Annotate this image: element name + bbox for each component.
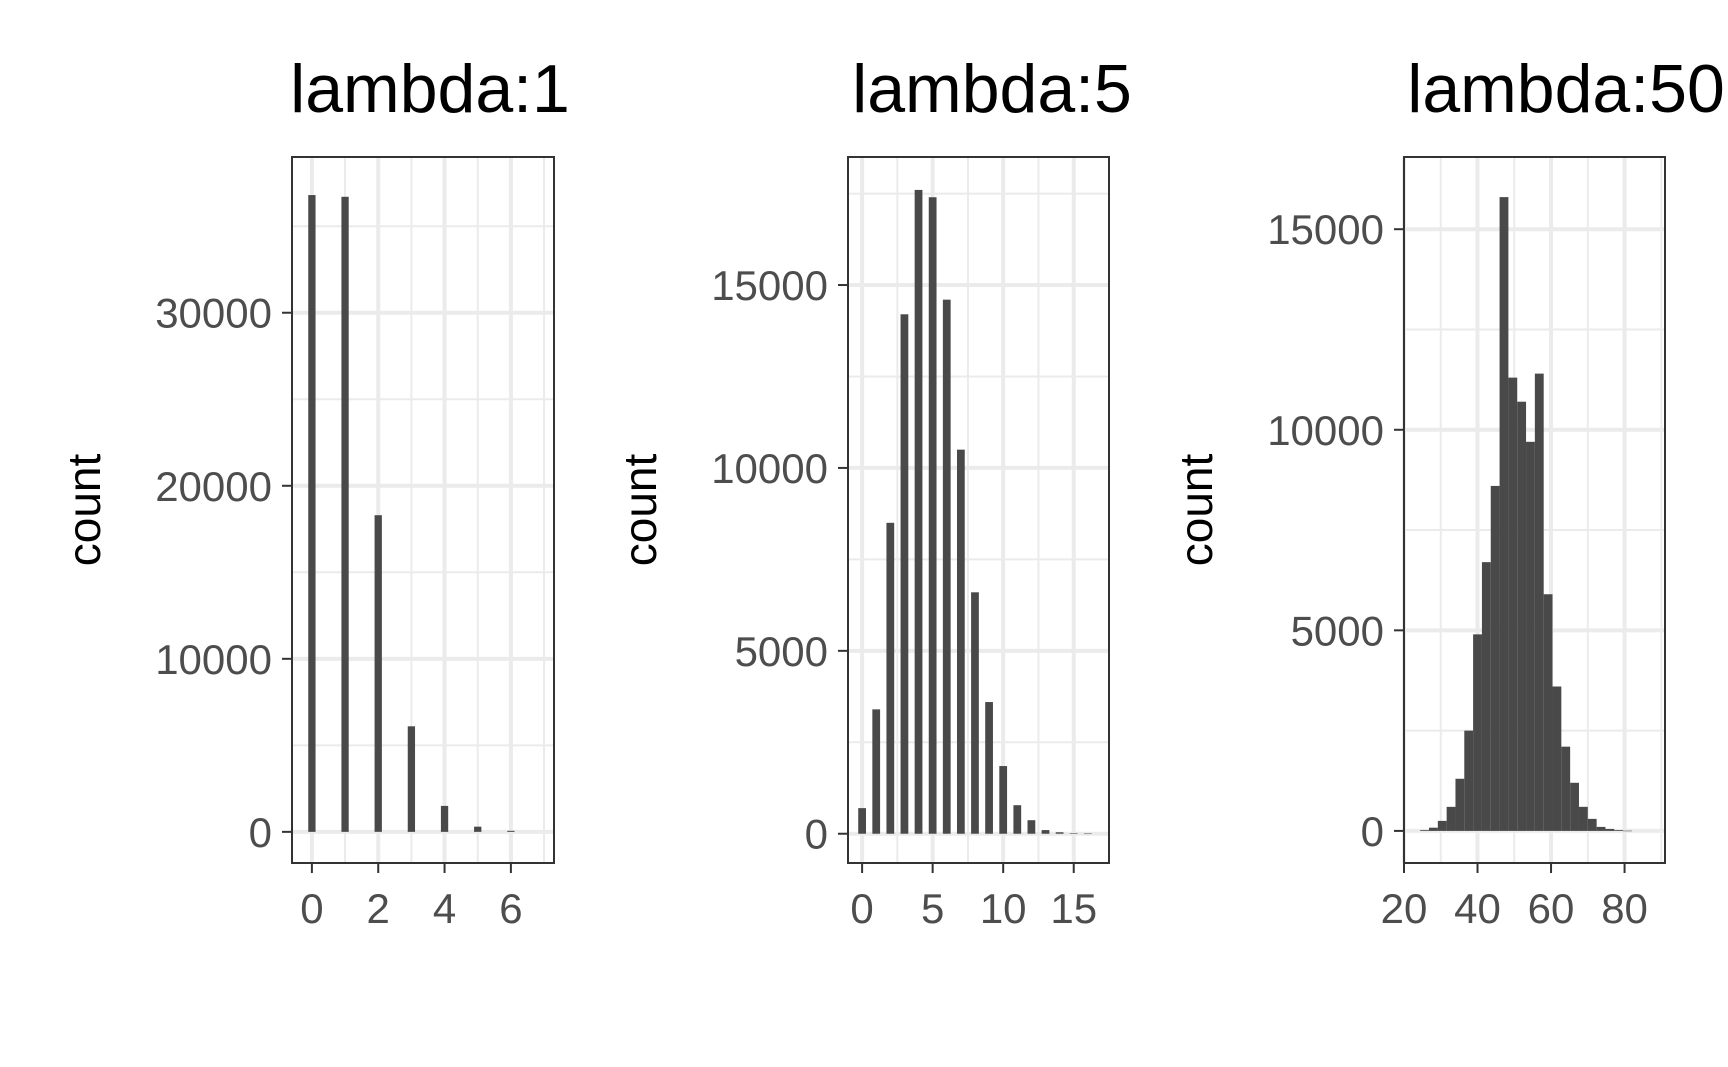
panel-3-x-tick-label: 80 (1601, 885, 1648, 932)
panel-3-bar (1517, 401, 1527, 831)
panel-1-x-tick-label: 6 (499, 885, 522, 932)
panel-2-bar (1027, 820, 1036, 834)
panel-1-bar (440, 805, 449, 832)
panel-1-bar (507, 830, 515, 832)
panel-3-bar (1552, 686, 1562, 831)
panel-3-bar (1428, 827, 1438, 831)
panel-2-y-axis-title: count (614, 454, 666, 567)
panel-2-bar (1041, 830, 1050, 834)
panel-2-bar (1069, 833, 1078, 834)
panel-3-x-tick-label: 60 (1528, 885, 1575, 932)
panel-3-y-axis-title: count (1170, 454, 1222, 567)
panel-3-bar (1420, 830, 1429, 831)
panel-1-x-tick-label: 0 (300, 885, 323, 932)
panel-3-y-tick-label: 15000 (1267, 206, 1384, 253)
panel-1-title: lambda:1 (290, 51, 570, 127)
panel-3-bar (1508, 377, 1518, 831)
panel-3-y-tick-label: 10000 (1267, 407, 1384, 454)
panel-1-bar (407, 726, 416, 832)
panel-1-x-tick-label: 4 (433, 885, 456, 932)
panel-3-x-tick-label: 20 (1381, 885, 1428, 932)
panel-3-bar (1570, 782, 1579, 831)
panel-2-y-tick-label: 15000 (711, 262, 828, 309)
panel-2-bar (858, 808, 866, 834)
panel-3-bar (1587, 818, 1597, 831)
panel-1-y-tick-label: 10000 (155, 636, 272, 683)
panel-2-bar (942, 299, 951, 834)
panel-2-bar (928, 197, 937, 834)
panel-2-y-tick-label: 5000 (735, 628, 828, 675)
panel-3-bar (1605, 828, 1615, 831)
panel-2-y-tick-label: 0 (805, 811, 828, 858)
panel-2-y-tick-label: 10000 (711, 445, 828, 492)
panel-1-bar (308, 195, 316, 832)
panel-1-bar (341, 196, 349, 832)
panel-1-bar (374, 515, 382, 832)
panel-2-bar (956, 449, 965, 834)
panel-3-bar (1561, 746, 1571, 831)
panel-2-bar (971, 592, 979, 834)
panel-3-bar (1437, 820, 1447, 831)
panel-3-bar (1534, 373, 1544, 831)
panel-3-border (1403, 156, 1666, 864)
panel-3-bar (1614, 830, 1624, 831)
panel-3-bar (1490, 485, 1500, 831)
panel-2-bar (900, 314, 909, 834)
panel-3-bar (1455, 778, 1465, 831)
panel-1-bar (474, 826, 482, 832)
panel-2-x-tick-label: 15 (1050, 885, 1097, 932)
panel-2-bar (886, 522, 895, 834)
panel-2-bar (872, 709, 881, 834)
panel-2-x-tick-label: 0 (850, 885, 873, 932)
panel-2-bar (1055, 832, 1064, 834)
panel-2-bar (1083, 833, 1092, 835)
panel-1-border (291, 156, 555, 864)
panel-3-bar (1481, 562, 1491, 831)
panel-3-bar (1473, 634, 1482, 831)
panel-2-bar (1013, 805, 1022, 834)
panel-3-bar (1464, 730, 1474, 831)
panel-2-title: lambda:5 (852, 51, 1132, 127)
panel-3-bar (1578, 806, 1588, 831)
panel-3-x-tick-label: 40 (1454, 885, 1501, 932)
panel-2-bar (914, 189, 923, 834)
panel-3-bar (1543, 594, 1553, 831)
panel-3-y-tick-label: 0 (1361, 808, 1384, 855)
panel-1-x-tick-label: 2 (367, 885, 390, 932)
panel-2-x-tick-label: 5 (921, 885, 944, 932)
panel-3-title: lambda:50 (1407, 51, 1725, 127)
panel-2-bar (985, 702, 993, 834)
panel-1-background (292, 157, 554, 863)
panel-2-x-tick-label: 10 (980, 885, 1027, 932)
panel-3-bar (1526, 441, 1535, 831)
panel-3-bar (1446, 806, 1456, 831)
panel-3-bar (1596, 826, 1606, 831)
panel-1-y-tick-label: 20000 (155, 463, 272, 510)
panel-2-border (847, 156, 1110, 864)
panel-1-y-tick-label: 0 (249, 809, 272, 856)
panel-1-y-tick-label: 30000 (155, 290, 272, 337)
panel-3-y-tick-label: 5000 (1291, 607, 1384, 654)
panel-2-bar (999, 766, 1008, 834)
panel-1-y-axis-title: count (58, 454, 110, 567)
panel-3-bar (1499, 197, 1509, 831)
panel-3-bar (1623, 830, 1632, 832)
